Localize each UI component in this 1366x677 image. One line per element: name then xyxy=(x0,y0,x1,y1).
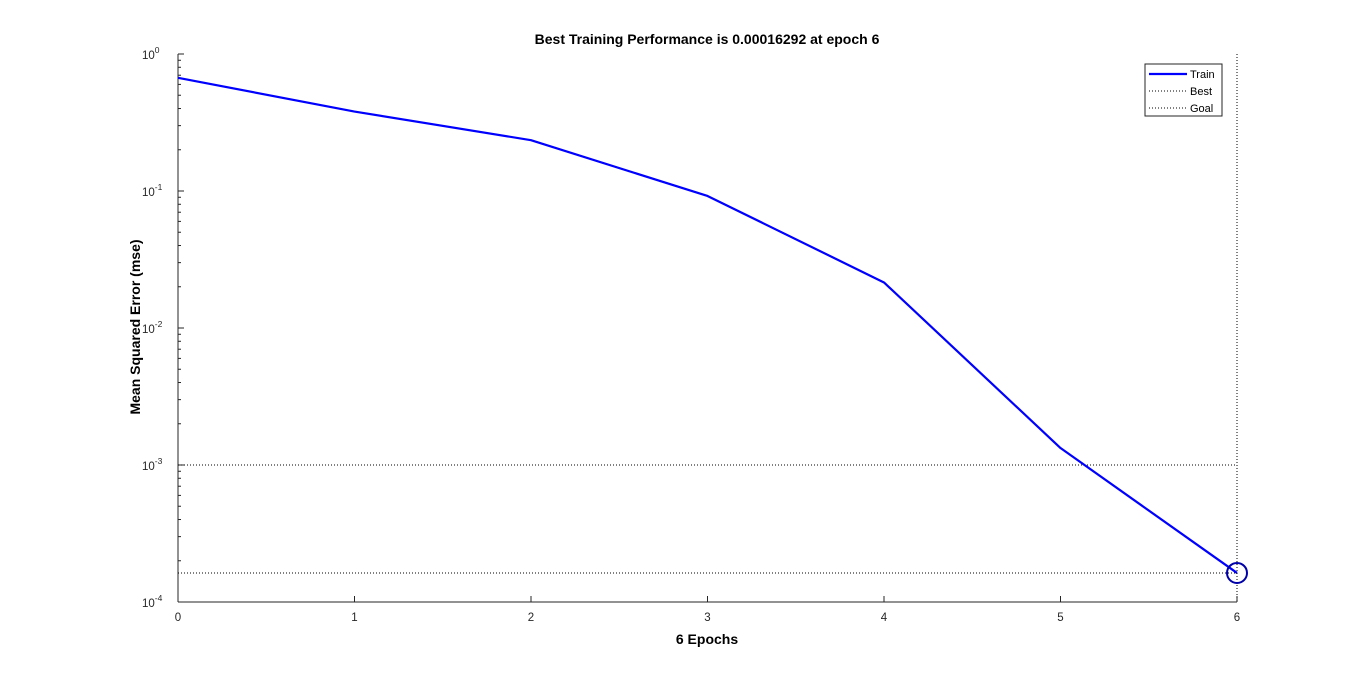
x-tick-label: 4 xyxy=(881,612,888,624)
y-axis-label: Mean Squared Error (mse) xyxy=(127,239,143,414)
x-axis-label: 6 Epochs xyxy=(676,631,738,647)
legend: Train Best Goal xyxy=(1144,63,1223,117)
y-tick-label: 100 xyxy=(142,45,160,62)
x-tick-label: 3 xyxy=(704,612,710,624)
legend-label-goal: Goal xyxy=(1190,103,1213,115)
x-tick-label: 1 xyxy=(351,612,357,624)
y-tick-label: 10-3 xyxy=(142,456,163,473)
legend-label-best: Best xyxy=(1190,86,1212,98)
series-line-train xyxy=(177,76,1238,574)
x-tick-label: 2 xyxy=(528,612,534,624)
legend-box xyxy=(1144,63,1223,117)
x-tick-label: 5 xyxy=(1057,612,1063,624)
best-marker xyxy=(1226,561,1248,584)
x-tick-label: 6 xyxy=(1234,612,1240,624)
legend-label-train: Train xyxy=(1190,69,1215,81)
plot-area: 0 1 2 3 4 5 6 100 10-1 10-2 10-3 10-4 xyxy=(142,45,1248,624)
chart-title: Best Training Performance is 0.00016292 … xyxy=(535,31,880,47)
x-tick-label: 0 xyxy=(175,612,181,624)
y-tick-label: 10-1 xyxy=(142,182,163,199)
y-tick-label: 10-4 xyxy=(142,593,163,610)
y-tick-label: 10-2 xyxy=(142,319,163,336)
